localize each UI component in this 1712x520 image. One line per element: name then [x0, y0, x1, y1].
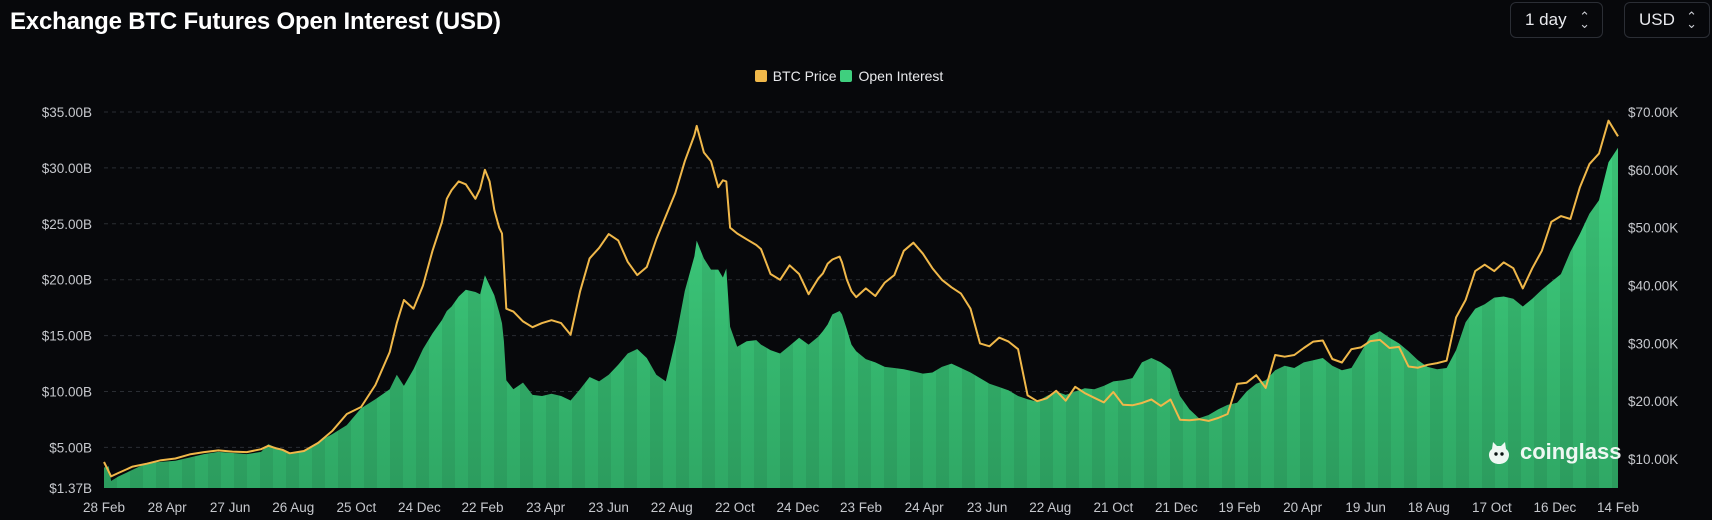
- x-tick-label: 22 Aug: [651, 500, 693, 515]
- y-left-tick-label: $15.00B: [42, 329, 92, 344]
- open-interest-area-layer: [104, 147, 1618, 489]
- y-left-tick-label: $5.00B: [49, 440, 92, 455]
- legend-label-open-interest: Open Interest: [858, 68, 944, 84]
- y-left-tick-label: $30.00B: [42, 161, 92, 176]
- legend-item-open-interest[interactable]: Open Interest: [840, 68, 943, 84]
- y-left-tick-label: $35.00B: [42, 105, 92, 120]
- y-right-tick-label: $20.00K: [1628, 394, 1678, 409]
- y-left-tick-label: $25.00B: [42, 217, 92, 232]
- currency-select-value: USD: [1639, 10, 1675, 29]
- interval-select[interactable]: 1 day ⌃ ⌄: [1510, 2, 1603, 38]
- x-tick-label: 23 Jun: [588, 500, 629, 515]
- x-tick-label: 22 Aug: [1029, 500, 1071, 515]
- open-interest-area-stripes: [104, 147, 1618, 489]
- x-tick-label: 19 Jun: [1345, 500, 1386, 515]
- btc-price-line: [103, 119, 1619, 478]
- x-tick-label: 17 Oct: [1472, 500, 1512, 515]
- y-left-tick-label: $10.00B: [42, 385, 92, 400]
- x-tick-label: 21 Oct: [1093, 500, 1133, 515]
- x-tick-label: 28 Apr: [148, 500, 188, 515]
- x-tick-label: 19 Feb: [1218, 500, 1260, 515]
- x-tick-label: 23 Jun: [967, 500, 1008, 515]
- coinglass-logo-text: coinglass: [1520, 439, 1622, 464]
- y-right-tick-label: $10.00K: [1628, 452, 1678, 467]
- y-right-tick-label: $50.00K: [1628, 221, 1678, 236]
- x-tick-label: 23 Feb: [840, 500, 882, 515]
- axis-labels-layer: $1.37B $5.00B $10.00B $15.00B $20.00B $25.00B…: [42, 105, 1679, 515]
- x-tick-label: 22 Oct: [715, 500, 755, 515]
- x-tick-label: 16 Dec: [1534, 500, 1577, 515]
- y-right-tick-label: $30.00K: [1628, 336, 1678, 351]
- x-tick-label: 26 Aug: [272, 500, 314, 515]
- y-left-tick-label: $20.00B: [42, 273, 92, 288]
- legend-item-btc-price[interactable]: BTC Price: [754, 68, 837, 84]
- legend-swatch-btc-price: [754, 70, 767, 82]
- chart-legend: BTC Price Open Interest: [0, 68, 1712, 84]
- interval-select-value: 1 day: [1525, 10, 1567, 29]
- legend-swatch-open-interest: [840, 70, 853, 82]
- x-tick-label: 23 Apr: [526, 500, 566, 515]
- page-title: Exchange BTC Futures Open Interest (USD): [10, 8, 501, 35]
- y-right-tick-label: $60.00K: [1628, 163, 1678, 178]
- coinglass-logo: coinglass: [1484, 437, 1621, 467]
- x-tick-label: 24 Dec: [398, 500, 441, 515]
- coinglass-logo-icon: [1488, 442, 1510, 464]
- x-tick-label: 14 Feb: [1597, 500, 1639, 515]
- x-tick-label: 18 Aug: [1408, 500, 1450, 515]
- chevron-up-down-icon: ⌃ ⌄: [1579, 9, 1590, 31]
- x-tick-label: 20 Apr: [1283, 500, 1323, 515]
- x-tick-label: 27 Jun: [210, 500, 251, 515]
- x-tick-label: 24 Dec: [777, 500, 820, 515]
- y-right-tick-label: $70.00K: [1628, 105, 1678, 120]
- y-left-tick-label: $1.37B: [49, 481, 92, 496]
- x-tick-label: 21 Dec: [1155, 500, 1198, 515]
- y-right-tick-label: $40.00K: [1628, 279, 1678, 294]
- legend-label-btc-price: BTC Price: [772, 68, 837, 84]
- chevron-up-down-icon: ⌃ ⌄: [1686, 9, 1697, 31]
- currency-select[interactable]: USD ⌃ ⌄: [1624, 2, 1710, 38]
- x-tick-label: 25 Oct: [336, 500, 376, 515]
- x-tick-label: 28 Feb: [83, 500, 125, 515]
- btc-price-line-layer: [103, 119, 1619, 478]
- x-tick-label: 24 Apr: [905, 500, 945, 515]
- x-tick-label: 22 Feb: [461, 500, 503, 515]
